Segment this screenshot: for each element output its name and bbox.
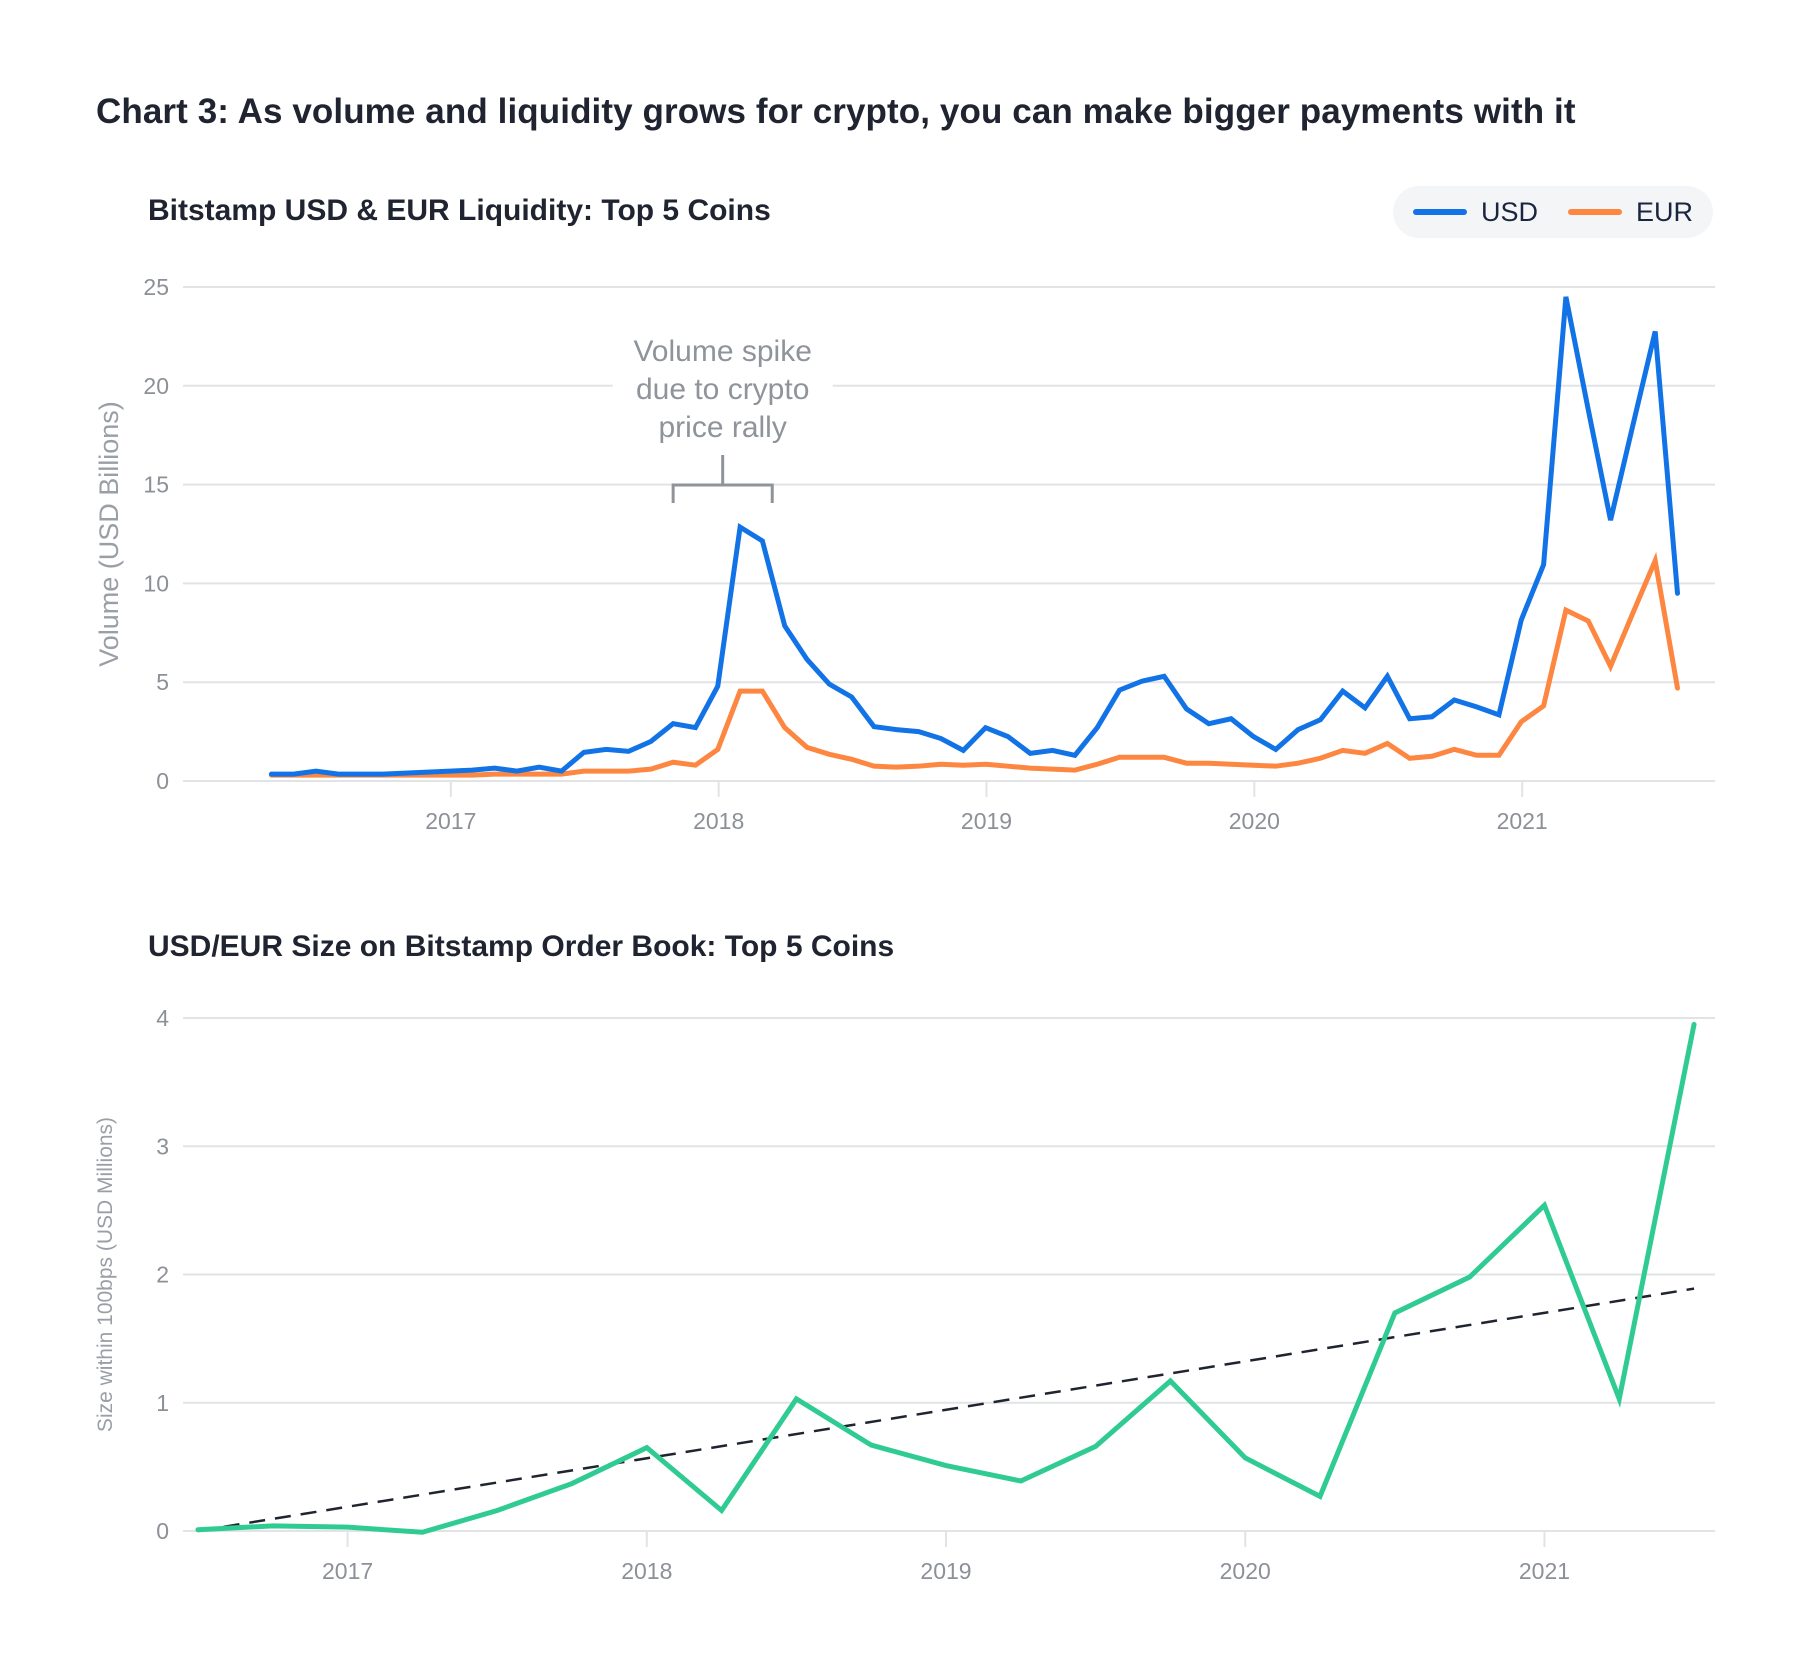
y-tick-label: 4: [156, 1005, 169, 1031]
x-tick-label: 2020: [1220, 1558, 1271, 1584]
y-tick-label: 15: [143, 472, 169, 498]
chart1-liquidity: 0 5 10 15 20 25 2017 2018 2019 2020 2021 Volume (US…: [94, 274, 1715, 834]
chart1-title: Bitstamp USD & EUR Liquidity: Top 5 Coin…: [148, 194, 771, 227]
y-tick-label: 20: [143, 373, 169, 399]
y-tick-label: 2: [156, 1262, 169, 1288]
series-line-usd: [268, 296, 1681, 777]
x-tick-label: 2017: [322, 1558, 373, 1584]
x-tick-label: 2020: [1229, 808, 1280, 834]
legend-swatch-eur: [1568, 209, 1622, 215]
x-tick-label: 2018: [621, 1558, 672, 1584]
x-tick-label: 2017: [425, 808, 476, 834]
legend-item-eur[interactable]: EUR: [1568, 197, 1693, 228]
y-tick-label: 5: [156, 669, 169, 695]
y-axis-title: Volume (USD Billions): [94, 401, 124, 667]
legend-label-usd: USD: [1480, 196, 1538, 227]
series-line-size: [195, 1021, 1697, 1535]
annotation-background: [612, 325, 833, 450]
y-tick-label: 1: [156, 1390, 169, 1416]
x-tick-label: 2021: [1519, 1558, 1570, 1584]
legend-item-usd[interactable]: USD: [1412, 196, 1538, 228]
annotation-text: Volume spike: [633, 335, 811, 368]
y-tick-label: 0: [156, 1518, 169, 1544]
legend: USD EUR: [1393, 186, 1713, 238]
y-tick-label: 10: [143, 570, 169, 596]
x-tick-label: 2021: [1497, 808, 1548, 834]
x-tick-label: 2018: [693, 808, 744, 834]
y-tick-label: 3: [156, 1133, 169, 1159]
y-tick-label: 25: [143, 274, 169, 300]
x-tick-label: 2019: [920, 1558, 971, 1584]
series-line-eur: [268, 551, 1681, 778]
chart2-title: USD/EUR Size on Bitstamp Order Book: Top…: [148, 930, 895, 963]
y-tick-label: 0: [156, 768, 169, 794]
legend-label-eur: EUR: [1636, 196, 1694, 227]
legend-swatch-usd: [1412, 209, 1467, 215]
annotation-text: price rally: [658, 411, 786, 444]
trend-line: [197, 1287, 1695, 1533]
page-title: Chart 3: As volume and liquidity grows f…: [96, 92, 1576, 131]
x-tick-label: 2019: [961, 808, 1012, 834]
annotation-bracket: [671, 455, 774, 503]
y-axis-title: Size within 100bps (USD Millions): [94, 1117, 117, 1432]
annotation-text: due to crypto: [636, 373, 809, 406]
